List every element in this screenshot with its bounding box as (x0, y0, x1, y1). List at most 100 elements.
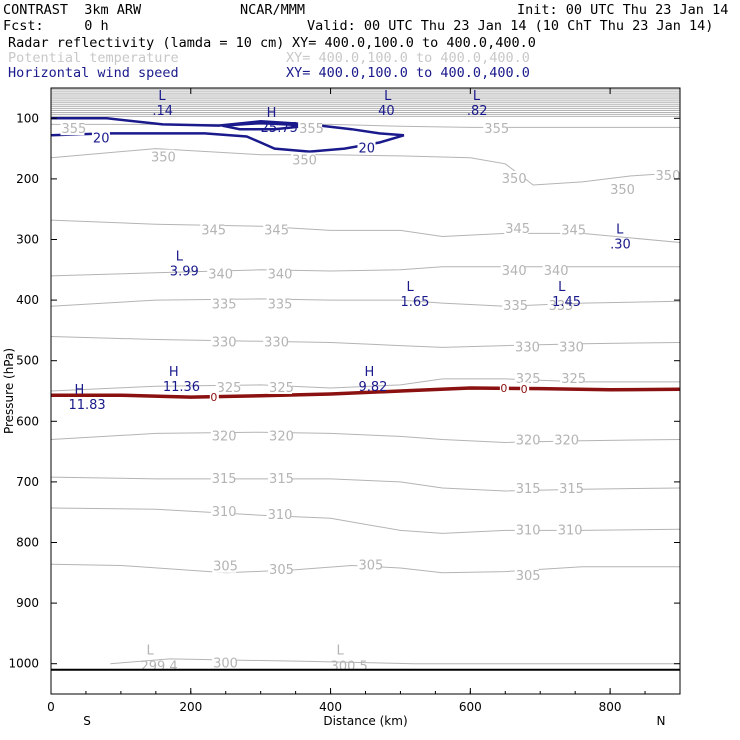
isentrope-label-bg (556, 522, 581, 537)
wind-extremum-letter: H (365, 365, 375, 380)
isentrope-label: 320 (554, 434, 579, 449)
isotach-label-bg (91, 130, 110, 145)
x-axis-right-end-label: N (657, 714, 666, 728)
wind-extremum-value: 1.45 (552, 295, 581, 310)
isentrope-330 (50, 336, 681, 348)
isentrope-label-bg (514, 370, 539, 385)
isentrope-label-bg (210, 334, 235, 349)
isentrope-label-bg (291, 152, 316, 167)
isotach-label-bg (357, 140, 376, 155)
init-time: Init: 00 UTC Thu 23 Jan 14 (517, 2, 729, 18)
isentrope-label-bg (560, 222, 585, 237)
isentrope-extremum-value: 299.4 (140, 659, 177, 674)
isentrope-label-bg (263, 334, 288, 349)
isentrope-label: 315 (212, 472, 237, 487)
wind-extremum-letter: L (558, 280, 566, 295)
y-tick-label: 400 (16, 293, 39, 307)
isentrope-label: 330 (515, 340, 540, 355)
isentrope-label-bg (266, 296, 291, 311)
wind-extremum-letter: H (169, 365, 179, 380)
wind-extremum-letter: L (384, 89, 392, 104)
isotach-20-0 (50, 117, 405, 153)
isentrope-label-bg (547, 298, 572, 313)
forecast-hour: Fcst: 0 h (3, 18, 109, 34)
isentrope-label-bg (609, 181, 634, 196)
isentrope-label-bg (504, 221, 529, 236)
isentrope-label-bg (560, 370, 585, 385)
isentrope-label-bg (514, 339, 539, 354)
isentrope-label: 315 (269, 472, 294, 487)
isentrope-label: 355 (299, 122, 324, 137)
isentrope-label: 315 (516, 482, 541, 497)
x-axis-left-end-label: S (83, 714, 91, 728)
isentrope-label: 340 (208, 268, 233, 283)
wind-extremum-value: .30 (610, 237, 631, 252)
isentrope-extremum-letter: L (146, 643, 154, 658)
isentrope-label: 310 (516, 523, 541, 538)
isentrope-label: 335 (549, 299, 574, 314)
x-tick-label: 600 (459, 700, 482, 714)
y-tick-label: 1000 (8, 657, 39, 671)
wind-extremum-value: .82 (467, 104, 488, 119)
isentrope-label-bg (558, 481, 583, 496)
isentrope-label: 305 (213, 560, 238, 575)
isentrope-label: 315 (559, 482, 584, 497)
isentrope-label: 305 (359, 559, 384, 574)
isentrope-label-bg (268, 470, 293, 485)
isentrope-335 (50, 298, 681, 307)
isentrope-label-bg (263, 222, 288, 237)
reflectivity-label-bg (209, 390, 219, 403)
isentrope-label-bg (210, 470, 235, 485)
wind-extremum-letter: L (406, 280, 414, 295)
wind-extremum-letter: L (473, 89, 481, 104)
wind-extremum-value: 3.99 (170, 265, 199, 280)
isentrope-label-bg (268, 561, 293, 576)
isotach-label: 20 (359, 142, 376, 157)
stratosphere-isentrope-band (51, 88, 680, 117)
isentrope-label: 345 (201, 223, 226, 238)
isentrope-315 (50, 476, 681, 492)
isentrope-label-bg (500, 263, 525, 278)
y-tick-label: 500 (16, 354, 39, 368)
field-2-name: Potential temperature (8, 50, 179, 66)
x-tick-label: 200 (179, 700, 202, 714)
isentrope-label-bg (215, 379, 240, 394)
reflectivity-label-bg (499, 380, 509, 393)
isentrope-label: 355 (61, 122, 86, 137)
wind-extremum-value: .14 (152, 104, 173, 119)
isentrope-label: 320 (516, 434, 541, 449)
y-tick-label: 200 (16, 172, 39, 186)
isentrope-label: 350 (151, 151, 176, 166)
field-3-name: Horizontal wind speed (8, 65, 179, 81)
wind-extremum-value: 11.36 (163, 380, 200, 395)
valid-time: Valid: 00 UTC Thu 23 Jan 14 (10 ChT Thu … (307, 18, 714, 34)
contour-labels: 355 355 355 350 350 350 350 350 345 345 345 345 340 3… (60, 89, 680, 674)
x-axis-title: Distance (km) (323, 714, 407, 728)
isentrope-label: 330 (264, 336, 289, 351)
wind-extremum-value: 40 (378, 104, 395, 119)
field-1-name: Radar reflectivity (lamda = 10 cm) (8, 35, 285, 51)
y-tick-label: 700 (16, 475, 39, 489)
x-tick-label: 800 (599, 700, 622, 714)
isentrope-label: 340 (544, 264, 569, 279)
wind-extremum-letter: L (158, 89, 166, 104)
isentrope-label: 325 (217, 381, 242, 396)
isentrope-310 (50, 507, 681, 534)
isentrope-extremum-value: 300.5 (331, 659, 368, 674)
reflectivity-label: 0 (210, 391, 217, 404)
isentrope-label: 350 (610, 183, 635, 198)
y-tick-label: 600 (16, 414, 39, 428)
field-3-xy: XY= 400.0,100.0 to 400.0,400.0 (286, 65, 530, 81)
x-tick-label: 0 (47, 700, 55, 714)
isentrope-label-bg (210, 504, 235, 519)
isentrope-label-bg (207, 266, 232, 281)
wind-isotachs (50, 117, 405, 153)
isentrope-325 (50, 378, 680, 392)
isotach-20-1 (221, 121, 310, 131)
model-title: CONTRAST 3km ARW (3, 2, 142, 18)
wind-extremum-value: 11.83 (68, 398, 105, 413)
isentrope-label-bg (298, 121, 323, 136)
isentrope-320 (50, 431, 681, 444)
isentrope-label: 300 (213, 657, 238, 672)
